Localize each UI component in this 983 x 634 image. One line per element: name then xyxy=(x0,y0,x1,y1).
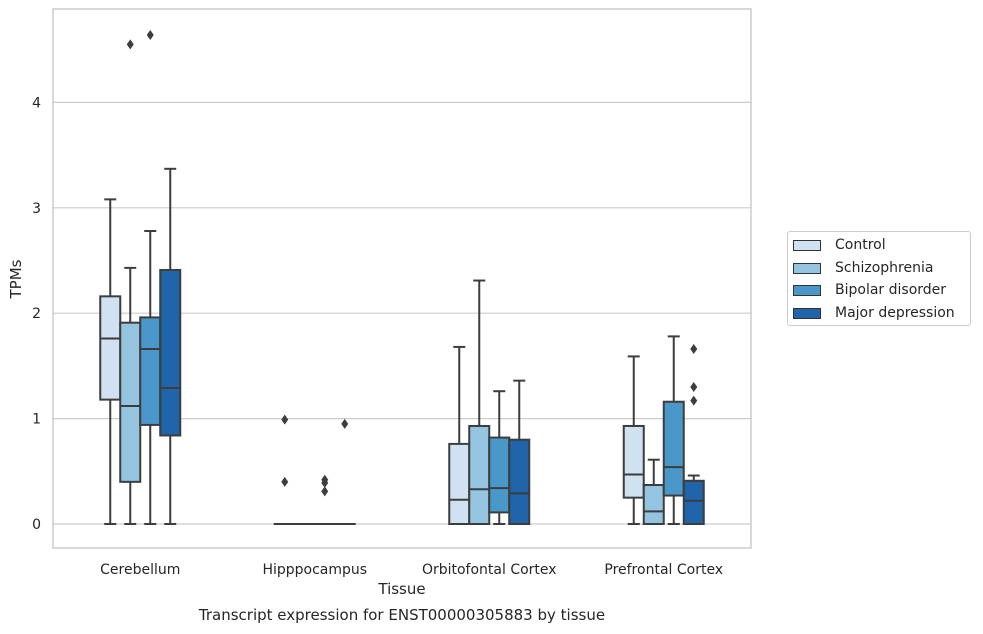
y-tick-label: 4 xyxy=(32,95,41,111)
y-tick-label: 0 xyxy=(32,517,41,533)
box-iqr xyxy=(139,316,162,426)
box-2-1 xyxy=(313,474,336,526)
box-3-3 xyxy=(682,344,705,526)
box-groups xyxy=(99,29,705,526)
legend-swatch xyxy=(793,239,821,251)
box-iqr xyxy=(508,438,531,525)
box-iqr xyxy=(119,321,142,483)
y-tick-label: 2 xyxy=(32,306,41,322)
box-2-3 xyxy=(662,335,685,525)
y-gridlines xyxy=(53,101,751,525)
legend-label: Major depression xyxy=(835,305,955,321)
box-3-2 xyxy=(508,379,531,525)
legend-item-major-depression: Major depression xyxy=(793,303,955,323)
legend-swatch xyxy=(793,284,821,296)
box-0-2 xyxy=(448,345,471,525)
box-iqr xyxy=(662,400,685,497)
box-3-0 xyxy=(159,167,182,525)
legend-item-schizophrenia: Schizophrenia xyxy=(793,258,933,278)
legend-label: Bipolar disorder xyxy=(835,282,947,298)
outlier-point xyxy=(321,477,329,488)
box-0-3 xyxy=(622,355,645,525)
plot-area-border xyxy=(52,8,752,549)
x-axis-title: Tissue xyxy=(378,580,426,598)
outlier-point xyxy=(126,39,134,50)
outlier-point xyxy=(281,476,289,487)
box-1-0 xyxy=(119,39,142,525)
legend-swatch xyxy=(793,262,821,274)
box-1-2 xyxy=(468,279,491,525)
box-iqr xyxy=(488,436,511,514)
x-tick-label: Hipppocampus xyxy=(262,562,367,578)
outlier-point xyxy=(321,486,329,497)
legend-swatch xyxy=(793,307,821,319)
outlier-point xyxy=(341,418,349,429)
y-tick-labels: 0 1 2 3 4 xyxy=(32,95,41,533)
outlier-point xyxy=(690,381,698,392)
outlier-point xyxy=(146,29,154,40)
legend-label: Control xyxy=(835,237,886,253)
outlier-point xyxy=(690,395,698,406)
x-tick-label: Prefrontal Cortex xyxy=(604,562,723,578)
legend-item-bipolar-disorder: Bipolar disorder xyxy=(793,280,946,300)
box-iqr xyxy=(99,295,122,401)
y-tick-label: 3 xyxy=(32,201,41,217)
outlier-point xyxy=(281,414,289,425)
legend-item-control: Control xyxy=(793,235,886,255)
box-iqr xyxy=(468,424,491,525)
outlier-point xyxy=(690,344,698,355)
x-tick-labels: Cerebellum Hipppocampus Orbitofontal Corte… xyxy=(100,562,723,578)
box-iqr xyxy=(682,479,705,526)
legend-label: Schizophrenia xyxy=(835,260,934,276)
box-3-1 xyxy=(333,418,356,526)
x-tick-label: Cerebellum xyxy=(100,562,180,578)
box-0-1 xyxy=(273,414,296,526)
chart-caption: Transcript expression for ENST0000030588… xyxy=(198,606,606,624)
y-axis-title: TPMs xyxy=(7,259,25,299)
y-tick-label: 1 xyxy=(32,412,41,428)
legend: Control Schizophrenia Bipolar disorder M… xyxy=(787,231,971,326)
box-iqr xyxy=(159,268,182,437)
x-tick-label: Orbitofontal Cortex xyxy=(422,562,557,578)
box-2-0 xyxy=(139,29,162,525)
box-2-2 xyxy=(488,390,511,525)
box-1-3 xyxy=(642,458,665,526)
box-iqr xyxy=(448,442,471,525)
box-0-0 xyxy=(99,198,122,525)
box-iqr xyxy=(622,424,645,499)
box-iqr xyxy=(642,484,665,526)
